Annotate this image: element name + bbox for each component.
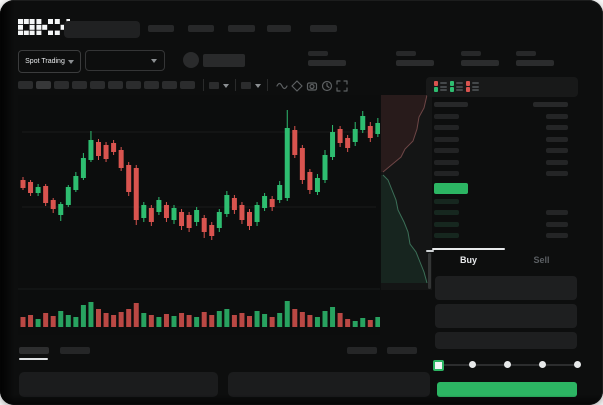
timeframe-button-6[interactable]: [126, 81, 141, 89]
slider-stop-25[interactable]: [469, 361, 476, 368]
tab-sell[interactable]: Sell: [533, 255, 550, 265]
bid-row-price-0[interactable]: [434, 199, 459, 204]
bid-row-price-1[interactable]: [434, 210, 459, 216]
ask-row-price-0[interactable]: [434, 114, 459, 119]
nav-item-4[interactable]: [310, 25, 337, 32]
bottom-panel-0: [19, 372, 218, 397]
bottom-action-0[interactable]: [347, 347, 377, 354]
active-tab-indicator: [432, 248, 505, 250]
timeframe-button-5[interactable]: [108, 81, 123, 89]
nav-item-2[interactable]: [228, 25, 255, 32]
ask-row-amount-2[interactable]: [546, 136, 568, 142]
chevron-down-icon[interactable]: [223, 84, 229, 88]
bid-row-price-3[interactable]: [434, 233, 459, 239]
search-input[interactable]: [64, 21, 140, 38]
ask-row-amount-0[interactable]: [546, 114, 568, 119]
timeframe-button-2[interactable]: [54, 81, 69, 89]
timeframe-button-9[interactable]: [180, 81, 195, 89]
dropdown-glyph-1[interactable]: [241, 82, 251, 89]
tab-buy[interactable]: Buy: [459, 255, 477, 265]
ask-row-amount-3[interactable]: [546, 148, 568, 154]
stat-label-2: [461, 51, 481, 56]
bid-row-price-2[interactable]: [434, 221, 459, 227]
timeframe-button-8[interactable]: [162, 81, 177, 89]
divider: [203, 79, 204, 91]
stat-label-3: [516, 51, 536, 56]
order-input-0[interactable]: [435, 276, 577, 300]
stat-value-1: [396, 60, 434, 66]
slider-stop-100[interactable]: [574, 361, 581, 368]
orderbook-combined-icon[interactable]: [434, 81, 447, 92]
slider-stop-75[interactable]: [539, 361, 546, 368]
bid-row-amount-1[interactable]: [546, 210, 568, 216]
chevron-down-icon: [67, 59, 74, 64]
bottom-active-tab-indicator: [19, 358, 48, 360]
camera-icon[interactable]: [306, 80, 318, 92]
ask-row-amount-1[interactable]: [546, 125, 568, 131]
timeframe-button-0[interactable]: [18, 81, 33, 89]
bottom-tab-0[interactable]: [19, 347, 49, 354]
orderbook-scrollbar[interactable]: [428, 253, 431, 289]
timeframe-button-3[interactable]: [72, 81, 87, 89]
orderbook-col-header-amount: [533, 102, 568, 107]
bid-row-amount-3[interactable]: [546, 233, 568, 239]
price-chart[interactable]: [18, 95, 380, 335]
bottom-tab-1[interactable]: [60, 347, 90, 354]
chevron-down-icon: [151, 58, 157, 63]
divider: [267, 79, 268, 91]
ask-row-price-2[interactable]: [434, 136, 459, 142]
slider-stop-50[interactable]: [504, 361, 511, 368]
stat-value-2: [461, 60, 499, 66]
market-type-dropdown[interactable]: Spot Trading: [18, 50, 81, 73]
market-type-label: Spot Trading: [25, 58, 65, 65]
order-input-2[interactable]: [435, 332, 577, 349]
orderbook-col-header-price: [434, 102, 468, 107]
last-price-marker: [426, 250, 434, 252]
chevron-down-icon[interactable]: [255, 84, 261, 88]
stat-label-1: [396, 51, 416, 56]
last-price-highlight: [434, 183, 468, 194]
slider-handle[interactable]: [433, 360, 444, 371]
indicator-wave-icon[interactable]: [276, 80, 288, 92]
timeframe-button-7[interactable]: [144, 81, 159, 89]
coin-icon: [183, 52, 199, 68]
pair-name-placeholder: [203, 54, 245, 67]
bottom-panel-1: [228, 372, 430, 397]
orderbook-bids-icon[interactable]: [450, 81, 463, 92]
depth-chart[interactable]: [381, 95, 432, 290]
orderbook-header: [426, 77, 578, 97]
ask-row-amount-4[interactable]: [546, 159, 568, 165]
draw-icon[interactable]: [291, 80, 303, 92]
stat-value-3: [516, 60, 554, 66]
divider: [235, 79, 236, 91]
ask-row-price-1[interactable]: [434, 125, 459, 131]
ask-row-price-5[interactable]: [434, 171, 459, 176]
buy-submit-button[interactable]: [437, 382, 577, 397]
ask-row-price-3[interactable]: [434, 148, 459, 154]
orderbook-asks-icon[interactable]: [466, 81, 479, 92]
ask-row-amount-5[interactable]: [546, 171, 568, 176]
bottom-action-1[interactable]: [387, 347, 417, 354]
nav-item-3[interactable]: [267, 25, 291, 32]
timeframe-button-1[interactable]: [36, 81, 51, 89]
history-icon[interactable]: [321, 80, 333, 92]
fullscreen-icon[interactable]: [336, 80, 348, 92]
bid-row-amount-2[interactable]: [546, 221, 568, 227]
stat-label-0: [308, 51, 328, 56]
stat-value-0: [308, 60, 346, 66]
order-input-1[interactable]: [435, 304, 577, 328]
okx-logo[interactable]: [18, 19, 70, 35]
dropdown-glyph-0[interactable]: [209, 82, 219, 89]
nav-item-1[interactable]: [188, 25, 214, 32]
timeframe-button-4[interactable]: [90, 81, 105, 89]
nav-item-0[interactable]: [148, 25, 174, 32]
ask-row-price-4[interactable]: [434, 159, 459, 165]
pair-selector-dropdown[interactable]: [85, 50, 165, 71]
